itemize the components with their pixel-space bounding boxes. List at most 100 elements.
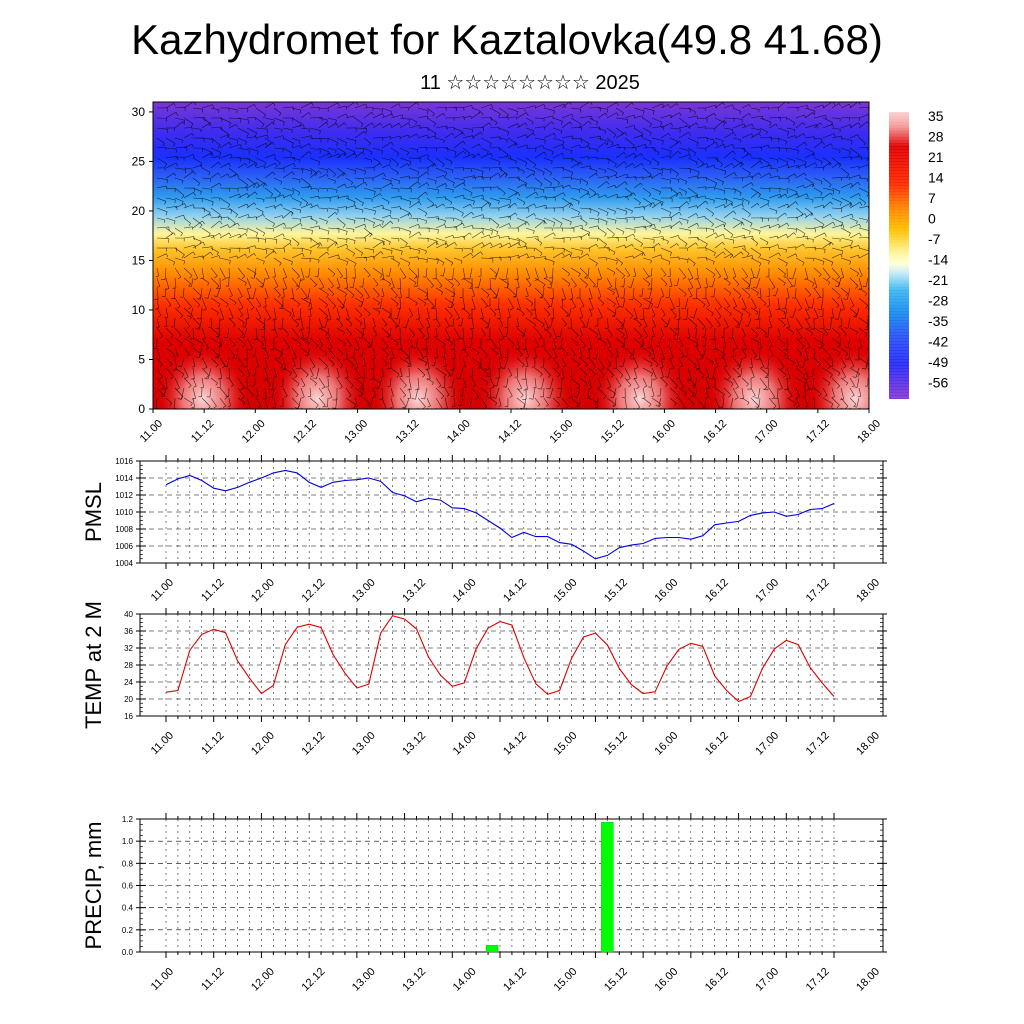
wind-barb-flag [435, 204, 438, 208]
wind-barb [777, 277, 786, 284]
wind-barb-flag [352, 253, 355, 257]
wind-barb [416, 277, 419, 287]
wind-barb [210, 232, 220, 239]
wind-barb-flag [346, 261, 349, 266]
wind-barb-flag [188, 283, 191, 287]
wind-barb-flag [726, 305, 730, 309]
wind-barb-flag [491, 104, 494, 109]
wind-barb-flag [771, 287, 776, 290]
wind-barb-flag [747, 402, 750, 405]
wind-barb-flag [798, 165, 800, 170]
wind-barb-flag [820, 161, 823, 165]
wind-barb [480, 367, 489, 375]
wind-barb [831, 162, 839, 169]
wind-barb-flag [226, 134, 230, 139]
wind-barb-flag [367, 274, 371, 278]
wind-barb [246, 191, 256, 199]
wind-barb [732, 137, 741, 141]
wind-barb [354, 117, 364, 125]
wind-barb-flag [379, 279, 385, 281]
wind-barb [516, 337, 520, 349]
wind-barb [237, 117, 250, 121]
wind-barb [255, 107, 266, 116]
wind-barb-flag [398, 103, 401, 107]
wind-barb-flag [729, 293, 732, 296]
wind-barb [516, 253, 528, 259]
wind-barb-flag [366, 296, 370, 300]
wind-barb [399, 227, 411, 232]
wind-barb-flag [262, 232, 266, 237]
wind-barb-flag [400, 250, 403, 256]
wind-barb-flag [228, 122, 232, 127]
wind-barb [327, 277, 334, 287]
wind-barb-flag [658, 403, 662, 408]
wind-barb [282, 211, 292, 219]
wind-barb-flag [385, 354, 389, 358]
wind-barb [732, 161, 742, 169]
wind-barb-flag [498, 405, 502, 407]
wind-barb [300, 185, 312, 189]
wind-barb-flag [178, 418, 182, 419]
wind-barb-flag [631, 145, 635, 149]
wind-barb-flag [858, 193, 861, 197]
wind-barb [237, 233, 246, 239]
wind-barb [327, 267, 336, 275]
wind-barb [516, 237, 527, 244]
wind-barb [399, 122, 409, 129]
wind-barb-flag [688, 150, 690, 155]
wind-barb-flag [462, 140, 466, 145]
wind-barb-flag [318, 161, 321, 166]
wind-barb [399, 337, 402, 350]
wind-barb-flag [816, 124, 818, 129]
wind-barb [543, 257, 555, 262]
wind-barb-flag [718, 306, 722, 310]
wind-barb [768, 175, 779, 179]
wind-barb [812, 367, 815, 377]
wind-barb [444, 207, 454, 209]
wind-barb [507, 191, 519, 199]
wind-barb [741, 227, 751, 232]
wind-barb [606, 143, 619, 149]
wind-barb-flag [419, 124, 422, 129]
wind-barb-flag [783, 273, 786, 277]
wind-barb [669, 141, 680, 149]
wind-barb-flag [691, 403, 695, 407]
wind-barb-flag [310, 250, 312, 255]
wind-barb-flag [237, 222, 240, 227]
wind-barb [855, 307, 860, 318]
wind-barb-flag [296, 275, 300, 279]
wind-barb-flag [444, 409, 448, 410]
wind-barb [669, 103, 677, 109]
wind-barb-flag [609, 335, 613, 338]
wind-barb-flag [570, 202, 574, 207]
wind-barb [417, 207, 428, 214]
wind-barb-flag [216, 285, 220, 289]
wind-barb [327, 195, 339, 199]
wind-barb-flag [849, 103, 851, 108]
wind-barb [390, 157, 399, 165]
wind-barb [381, 247, 393, 251]
wind-barb [633, 143, 646, 149]
wind-barb [822, 357, 831, 367]
wind-barb [309, 307, 312, 317]
wind-barb [678, 337, 684, 346]
wind-barb-flag [532, 132, 535, 136]
wind-barb-flag [184, 169, 187, 174]
wind-barb-flag [728, 416, 731, 417]
wind-barb-flag [778, 252, 781, 257]
wind-barb [417, 247, 427, 252]
wind-barb [327, 153, 339, 159]
wind-barb [156, 377, 165, 388]
wind-barb [155, 397, 158, 409]
wind-barb-flag [293, 163, 296, 168]
wind-barb [705, 297, 710, 306]
wind-barb [201, 327, 206, 339]
wind-barb [309, 157, 320, 163]
wind-barb [597, 277, 599, 288]
wind-barb-flag [427, 154, 430, 158]
wind-barb-flag [859, 174, 861, 179]
wind-barb-flag [258, 305, 261, 308]
wind-barb [695, 327, 698, 338]
wind-barb [777, 257, 788, 264]
wind-barb [183, 367, 189, 378]
